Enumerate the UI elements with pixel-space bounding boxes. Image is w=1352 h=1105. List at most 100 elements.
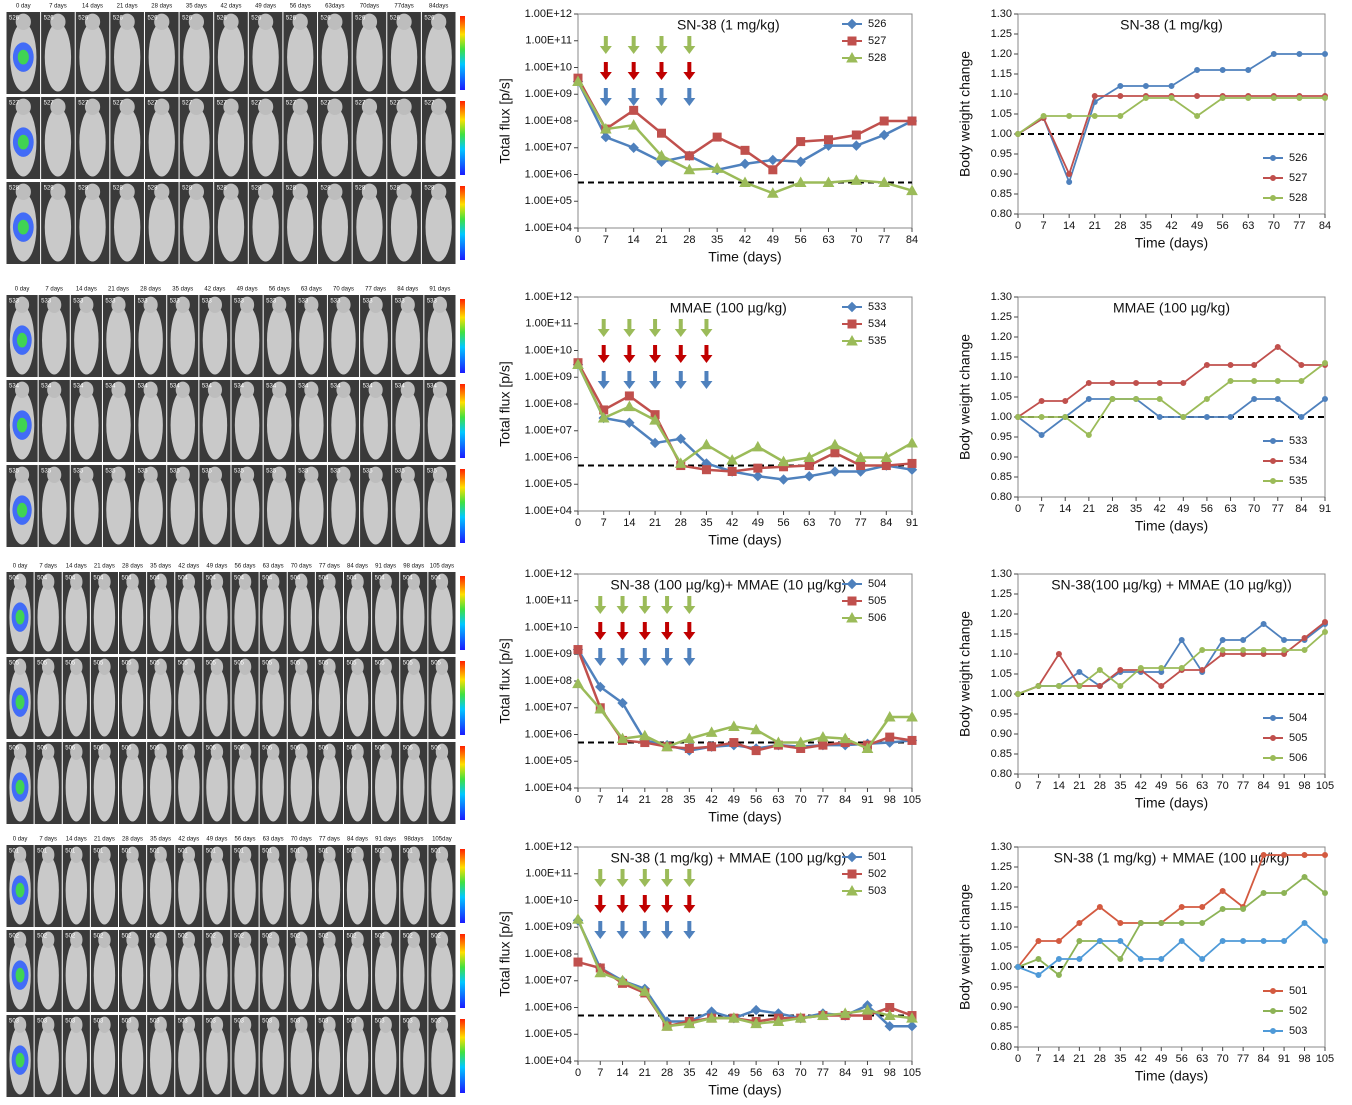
mouse-id: 501 [375, 849, 386, 855]
mouse [37, 667, 59, 737]
mouse [287, 22, 314, 92]
colorbar [460, 101, 465, 175]
x-tick-label: 21 [1083, 503, 1095, 515]
mouse [170, 475, 196, 545]
mouse-head [407, 1016, 420, 1034]
marker [885, 732, 895, 742]
y-tick-label: 1.10 [991, 371, 1012, 383]
marker [616, 732, 629, 744]
day-label: 63 days [263, 837, 284, 843]
marker [1260, 938, 1267, 944]
mouse-head [435, 743, 449, 761]
legend-marker [846, 18, 858, 30]
day-label: 77 days [365, 287, 386, 293]
y-tick-label: 1.15 [991, 351, 1012, 363]
mouse-id: 506 [65, 746, 76, 752]
mouse-id: 528 [182, 186, 193, 192]
x-tick-label: 77 [878, 234, 890, 246]
marker [906, 1020, 918, 1032]
marker [854, 451, 867, 462]
mouse-id: 533 [363, 299, 374, 305]
mouse-id: 527 [424, 101, 435, 107]
mouse [346, 752, 369, 822]
dose-arrow [649, 371, 662, 389]
x-tick-label: 28 [1106, 503, 1118, 515]
mouse-id: 505 [403, 661, 414, 667]
y-tick-label: 1.20 [991, 331, 1012, 343]
mouse-id: 506 [206, 746, 217, 752]
mouse-id: 526 [424, 16, 435, 22]
mouse [234, 475, 260, 545]
mouse-head [295, 658, 308, 676]
marker [1156, 396, 1163, 402]
marker [907, 735, 917, 745]
y-tick-label: 0.85 [991, 471, 1012, 483]
series-line [1017, 875, 1326, 977]
mouse-head [126, 1016, 139, 1034]
mouse [395, 305, 420, 375]
y-axis-label: Body weight change [957, 611, 973, 737]
mouse-id: 501 [347, 849, 358, 855]
mouse-head [98, 931, 111, 949]
marker [1219, 67, 1226, 73]
marker [1040, 113, 1047, 119]
day-label: 42 days [178, 564, 199, 570]
x-tick-label: 0 [1015, 780, 1021, 792]
mouse [390, 107, 418, 177]
mouse-id: 526 [9, 16, 20, 22]
marker [1142, 95, 1149, 101]
mouse-head [323, 743, 336, 761]
marker [705, 726, 718, 737]
mouse-id: 506 [431, 746, 442, 752]
colorbar [460, 299, 465, 373]
mouse [403, 855, 425, 925]
mouse-id: 528 [44, 186, 55, 192]
mouse-head [70, 846, 83, 864]
mouse-id: 501 [262, 849, 273, 855]
mouse [252, 107, 279, 177]
day-label: 0 day [13, 564, 28, 570]
mouse-id: 502 [150, 934, 161, 940]
mouse [234, 305, 260, 375]
x-tick-label: 91 [1319, 503, 1331, 515]
mouse-id: 505 [178, 661, 189, 667]
marker [856, 461, 866, 471]
mouse [65, 855, 87, 925]
mouse [148, 192, 175, 262]
mouse-id: 534 [234, 384, 245, 390]
mouse-id: 528 [217, 186, 228, 192]
mouse [93, 940, 116, 1010]
legend-label: 535 [868, 335, 886, 347]
mouse [65, 667, 87, 737]
x-tick-label: 91 [1278, 780, 1290, 792]
mouse-head [15, 466, 30, 484]
marker [1296, 51, 1303, 57]
mouse-head [154, 13, 170, 31]
mouse-id: 502 [347, 934, 358, 940]
mouse [178, 1025, 200, 1095]
marker [850, 174, 863, 185]
plot-frame [1017, 573, 1326, 775]
y-tick-label: 1.00E+04 [525, 222, 572, 234]
x-tick-label: 0 [575, 234, 581, 246]
day-label: 35 days [150, 837, 171, 843]
mouse-id: 526 [217, 16, 228, 22]
marker [638, 985, 651, 996]
mouse [206, 855, 228, 925]
dose-arrow [683, 869, 696, 887]
legend-marker [1270, 478, 1276, 484]
marker [1066, 113, 1073, 119]
x-tick-label: 63 [1242, 220, 1254, 232]
mouse-id: 505 [234, 661, 245, 667]
mouse-id: 505 [431, 661, 442, 667]
x-tick-label: 49 [1155, 780, 1167, 792]
marker [804, 461, 814, 471]
mouse [93, 667, 116, 737]
mouse-head [258, 98, 274, 116]
dose-arrow [674, 345, 687, 363]
mouse-head [143, 381, 158, 399]
mouse [93, 752, 116, 822]
marker [624, 391, 634, 401]
mouse [290, 667, 312, 737]
y-tick-label: 1.30 [991, 291, 1012, 303]
